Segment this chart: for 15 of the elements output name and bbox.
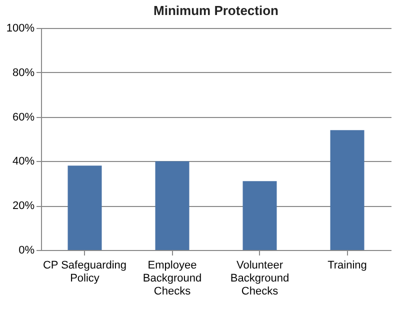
- y-tick-label: 40%: [12, 156, 35, 168]
- y-tick-label: 60%: [12, 111, 35, 124]
- y-tick-label: 0%: [18, 244, 35, 256]
- bar: [242, 181, 277, 250]
- x-tick-label: Employee Background Checks: [142, 260, 202, 298]
- y-tick-label: 100%: [6, 22, 35, 34]
- x-tick-label: Volunteer Background Checks: [230, 260, 290, 298]
- bar: [68, 166, 102, 250]
- bar: [155, 161, 190, 250]
- x-tick-label: Training: [328, 260, 367, 272]
- bar: [330, 130, 364, 250]
- y-tick-label: 80%: [12, 66, 35, 79]
- x-tick-label: CP Safeguarding Policy: [42, 260, 127, 284]
- chart-title: Minimum Protection: [154, 3, 279, 18]
- y-tick-label: 20%: [12, 200, 35, 212]
